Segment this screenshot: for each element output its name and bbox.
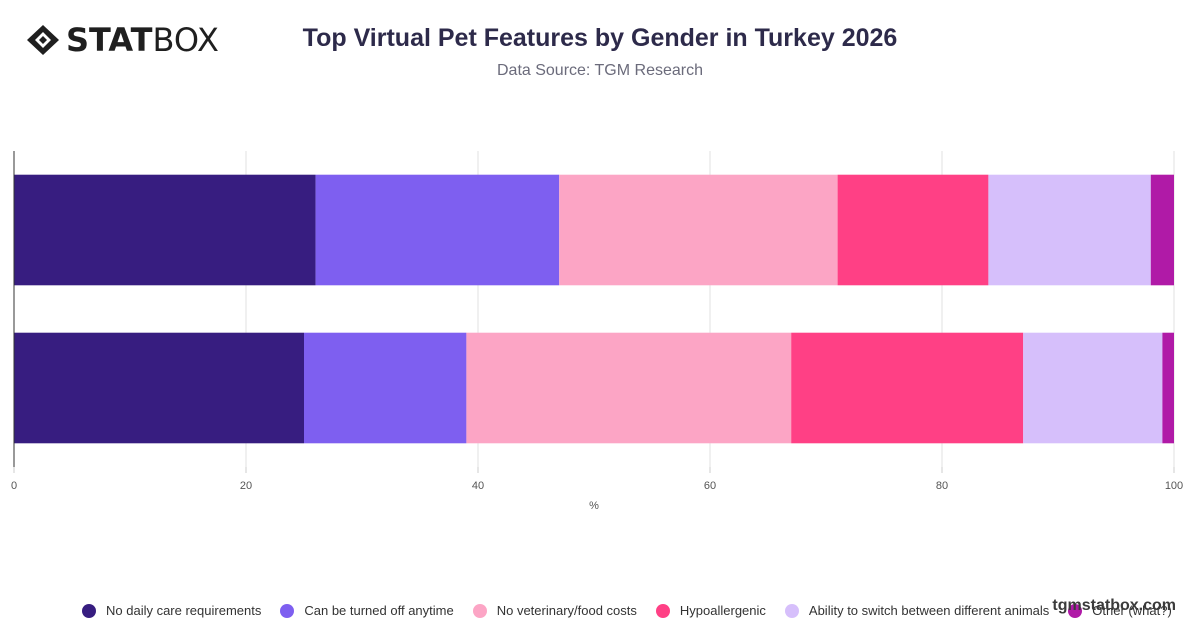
bar-segment [315, 174, 560, 286]
bar-segment [1150, 174, 1174, 286]
logo-light-text: BOX [152, 21, 219, 59]
bar-segment [1162, 332, 1174, 444]
legend-item[interactable]: Can be turned off anytime [280, 603, 454, 618]
x-tick-label: 80 [936, 480, 948, 492]
legend-swatch [472, 603, 487, 618]
bar-segment [559, 174, 838, 286]
legend-label: Can be turned off anytime [304, 603, 454, 618]
chart-title: Top Virtual Pet Features by Gender in Tu… [302, 24, 898, 52]
x-tick-label: 60 [704, 480, 716, 492]
legend-label: No veterinary/food costs [496, 603, 637, 618]
legend-swatch [280, 603, 295, 618]
x-tick-label: 100 [1165, 480, 1183, 492]
bar-segment [837, 174, 989, 286]
x-tick-label: 20 [240, 480, 252, 492]
legend-swatch [655, 603, 670, 618]
legend-swatch [784, 603, 799, 618]
legend-item[interactable]: Hypoallergenic [655, 603, 766, 618]
legend-swatch [1068, 603, 1083, 618]
x-tick-label: 0 [11, 480, 17, 492]
legend-swatch [82, 603, 96, 618]
legend-label: No daily care requirements [106, 603, 262, 618]
x-axis-label: % [589, 500, 599, 512]
bar-segment [988, 174, 1151, 286]
x-tick-label: 40 [472, 480, 484, 492]
bar-segment [304, 332, 467, 444]
bar-segment [1023, 332, 1163, 444]
bar-segment [791, 332, 1024, 444]
logo-bold-text: STAT [66, 21, 153, 59]
legend-label: Hypoallergenic [679, 603, 766, 618]
watermark: tgmstatbox.com [1052, 597, 1176, 614]
legend-item[interactable]: Ability to switch between different anim… [784, 603, 1050, 618]
bar-segment [466, 332, 792, 444]
diamond-logo-icon [27, 25, 59, 55]
legend-item[interactable]: No daily care requirements [82, 603, 261, 618]
bar-segment [14, 174, 316, 286]
statbox-logo: STATBOX [26, 22, 219, 58]
legend-item[interactable]: Other (what?) [1068, 603, 1172, 618]
legend-label: Ability to switch between different anim… [808, 603, 1050, 618]
legend-label: Other (what?) [1092, 603, 1172, 618]
chart-subtitle: Data Source: TGM Research [496, 62, 703, 79]
logo-wordmark: STATBOX [66, 22, 219, 58]
bar-segment [14, 332, 304, 444]
legend-item[interactable]: No veterinary/food costs [472, 603, 637, 618]
chart-legend: No daily care requirements Can be turned … [82, 603, 1191, 618]
